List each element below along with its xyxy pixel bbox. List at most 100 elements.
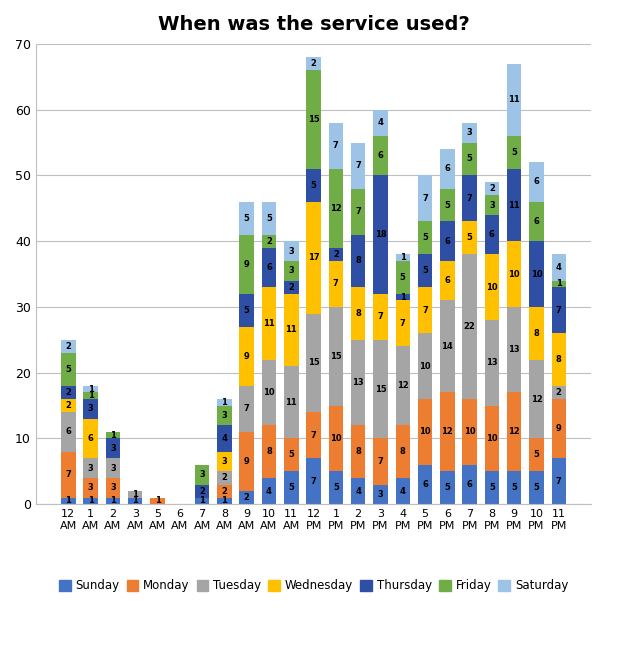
Text: 10: 10	[330, 434, 342, 443]
Text: 5: 5	[511, 148, 517, 157]
Bar	[61, 399, 76, 412]
Bar	[485, 406, 499, 472]
Bar	[84, 392, 98, 399]
Text: 6: 6	[467, 480, 472, 489]
Bar	[329, 472, 343, 504]
Bar	[373, 175, 388, 294]
Bar	[351, 234, 366, 287]
Bar	[373, 484, 388, 504]
Text: 1: 1	[66, 496, 71, 505]
Bar	[552, 280, 566, 287]
Text: 13: 13	[486, 358, 498, 368]
Bar	[351, 287, 366, 340]
Text: 18: 18	[374, 230, 386, 239]
Text: 3: 3	[110, 464, 116, 473]
Text: 6: 6	[422, 480, 428, 489]
Text: 7: 7	[556, 477, 562, 486]
Text: 7: 7	[355, 207, 361, 216]
Text: 5: 5	[333, 484, 339, 492]
Bar	[240, 491, 254, 504]
Text: 2: 2	[333, 250, 339, 259]
Text: 4: 4	[222, 434, 227, 443]
Text: 15: 15	[308, 358, 319, 368]
Text: 2: 2	[222, 474, 227, 482]
Text: 5: 5	[534, 450, 539, 460]
Bar	[240, 432, 254, 491]
Text: 3: 3	[88, 464, 94, 473]
Text: 5: 5	[422, 266, 428, 275]
Bar	[373, 110, 388, 136]
Bar	[61, 452, 76, 498]
Bar	[396, 346, 410, 426]
Text: 7: 7	[556, 306, 562, 315]
Text: 1: 1	[199, 496, 205, 505]
Bar	[84, 399, 98, 419]
Text: 4: 4	[355, 487, 361, 496]
Text: 2: 2	[66, 342, 71, 351]
Text: 12: 12	[441, 428, 453, 436]
Bar	[462, 399, 477, 465]
Text: 2: 2	[311, 59, 316, 68]
Text: 13: 13	[509, 345, 520, 354]
Bar	[84, 386, 98, 392]
Text: 3: 3	[88, 404, 94, 414]
Text: 5: 5	[511, 484, 517, 492]
Text: 5: 5	[244, 214, 250, 222]
Text: 4: 4	[378, 119, 383, 127]
Bar	[61, 340, 76, 353]
Text: 6: 6	[534, 178, 539, 186]
Text: 6: 6	[444, 276, 451, 285]
Bar	[351, 188, 366, 234]
Bar	[105, 438, 120, 458]
Bar	[485, 195, 499, 215]
Text: 3: 3	[199, 470, 205, 479]
Bar	[306, 202, 321, 314]
Bar	[261, 287, 276, 360]
Text: 2: 2	[66, 401, 71, 410]
Bar	[396, 426, 410, 478]
Bar	[485, 254, 499, 320]
Bar	[418, 175, 432, 222]
Text: 10: 10	[509, 270, 520, 278]
Text: 10: 10	[486, 282, 498, 292]
Bar	[552, 254, 566, 280]
Text: 3: 3	[222, 457, 227, 466]
Text: 11: 11	[509, 200, 520, 210]
Bar	[306, 70, 321, 169]
Text: 12: 12	[397, 382, 409, 390]
Text: 7: 7	[66, 470, 71, 479]
Text: 1: 1	[132, 490, 138, 499]
Bar	[195, 465, 210, 484]
Bar	[529, 241, 544, 307]
Text: 2: 2	[266, 236, 272, 246]
Text: 4: 4	[400, 487, 406, 496]
Bar	[284, 261, 298, 280]
Text: 7: 7	[355, 161, 361, 170]
Text: 6: 6	[534, 217, 539, 226]
Text: 7: 7	[333, 280, 339, 288]
Bar	[150, 498, 165, 504]
Bar	[284, 241, 298, 261]
Bar	[217, 498, 232, 504]
Text: 9: 9	[556, 424, 562, 433]
Text: 8: 8	[355, 447, 361, 456]
Text: 2: 2	[288, 282, 295, 292]
Bar	[485, 320, 499, 406]
Bar	[440, 188, 454, 222]
Bar	[529, 307, 544, 360]
Text: 5: 5	[288, 484, 295, 492]
Bar	[462, 123, 477, 143]
Text: 2: 2	[489, 184, 495, 193]
Text: 17: 17	[308, 253, 319, 262]
Bar	[261, 202, 276, 234]
Text: 1: 1	[110, 496, 116, 505]
Text: 6: 6	[88, 434, 94, 443]
Bar	[261, 426, 276, 478]
Text: 8: 8	[355, 309, 361, 318]
Bar	[462, 143, 477, 175]
Text: 5: 5	[444, 200, 451, 210]
Bar	[261, 248, 276, 287]
Text: 13: 13	[353, 378, 364, 387]
Text: 10: 10	[419, 362, 431, 371]
Bar	[329, 248, 343, 261]
